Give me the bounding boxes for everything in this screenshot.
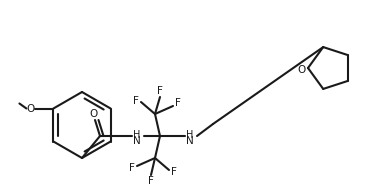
Text: N: N <box>133 136 141 146</box>
Text: F: F <box>171 167 177 177</box>
Text: H: H <box>133 130 141 140</box>
Text: F: F <box>133 96 139 106</box>
Text: F: F <box>175 98 181 108</box>
Text: F: F <box>148 176 154 186</box>
Text: H: H <box>186 130 194 140</box>
Text: F: F <box>157 86 163 96</box>
Text: O: O <box>90 109 98 119</box>
Text: O: O <box>297 65 305 75</box>
Text: N: N <box>186 136 194 146</box>
Text: O: O <box>26 104 34 113</box>
Text: F: F <box>129 163 135 173</box>
